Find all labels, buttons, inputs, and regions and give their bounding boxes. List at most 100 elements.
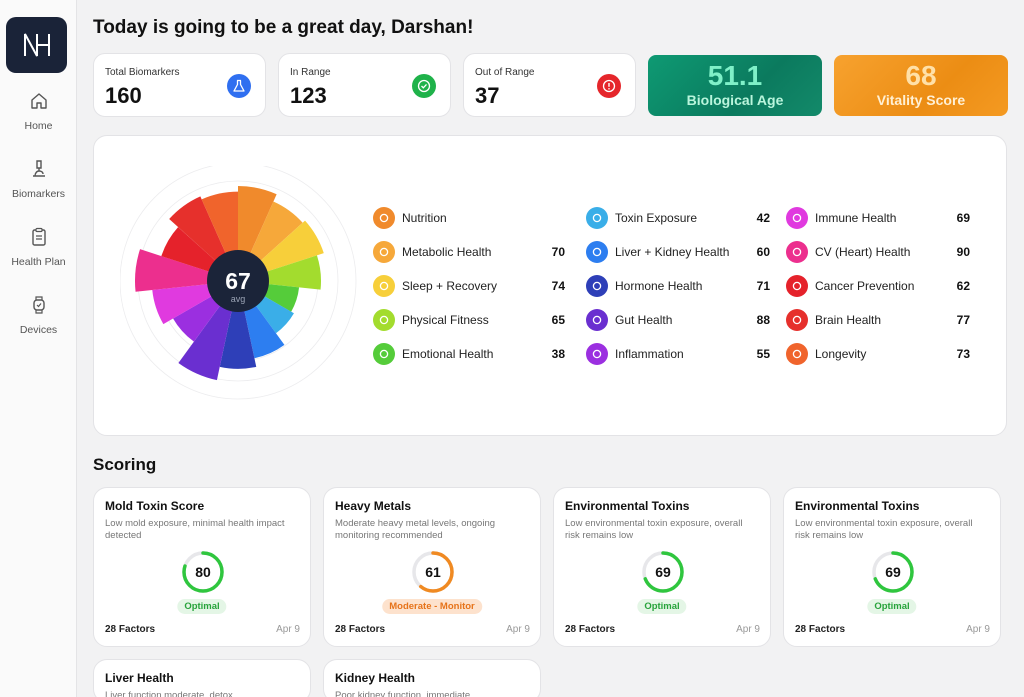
category-value: 60 [756, 245, 770, 259]
stat-card-total-biomarkers[interactable]: Total Biomarkers 160 [93, 53, 266, 117]
score-date: Apr 9 [276, 624, 300, 635]
vitality-score-card[interactable]: 68 Vitality Score [834, 55, 1008, 116]
category-item[interactable]: Gut Health 88 [586, 309, 770, 331]
category-item[interactable]: Immune Health 69 [786, 207, 970, 229]
category-item[interactable]: CV (Heart) Health 90 [786, 241, 970, 263]
category-name: Immune Health [815, 211, 897, 225]
watch-icon [28, 294, 50, 316]
category-value: 42 [756, 211, 770, 225]
score-card[interactable]: Kidney Health Poor kidney function, immed… [323, 659, 541, 697]
category-name: Emotional Health [402, 347, 494, 361]
category-item[interactable]: Sleep + Recovery 74 [373, 275, 565, 297]
biological-age-value: 51.1 [707, 60, 763, 91]
ribbon-icon [786, 275, 808, 297]
score-card[interactable]: Environmental Toxins Low environmental to… [553, 487, 771, 647]
category-value: 88 [756, 313, 770, 327]
category-item[interactable]: Hormone Health 71 [586, 275, 770, 297]
flask-icon [227, 74, 251, 98]
brain-icon [786, 309, 808, 331]
sidebar-item-biomarkers[interactable]: Biomarkers [0, 158, 77, 200]
category-value: 74 [551, 279, 565, 293]
score-ring: 69 [641, 550, 685, 594]
category-value: 38 [551, 347, 565, 361]
sidebar-item-label: Devices [19, 324, 58, 336]
score-card-title: Liver Health [105, 671, 174, 685]
category-item[interactable]: Longevity 73 [786, 343, 970, 365]
score-card[interactable]: Heavy Metals Moderate heavy metal levels,… [323, 487, 541, 647]
stat-value: 160 [105, 83, 142, 108]
category-name: Longevity [815, 347, 867, 361]
score-card-description: Low environmental toxin exposure, overal… [795, 518, 973, 541]
category-name: Metabolic Health [402, 245, 492, 259]
cube-icon [373, 207, 395, 229]
sidebar-item-label: Home [24, 120, 53, 132]
dna-icon [373, 241, 395, 263]
score-value: 61 [425, 564, 441, 580]
score-value: 80 [195, 564, 211, 580]
biological-age-label: Biological Age [686, 92, 784, 108]
sidebar: Home Biomarkers Health Plan Devices [0, 0, 77, 697]
score-card-title: Heavy Metals [335, 499, 412, 513]
alert-icon [597, 74, 621, 98]
score-card-description: Moderate heavy metal levels, ongoing mon… [335, 518, 496, 541]
stat-value: 123 [290, 83, 327, 108]
category-value: 70 [551, 245, 565, 259]
scoring-title: Scoring [93, 455, 157, 474]
score-date: Apr 9 [506, 624, 530, 635]
radial-wedge[interactable] [219, 281, 257, 369]
radial-center-value: 67 [225, 268, 251, 294]
score-factors: 28 Factors [565, 624, 616, 635]
category-name: Liver + Kidney Health [615, 245, 730, 259]
score-card-title: Kidney Health [335, 671, 416, 685]
score-card[interactable]: Mold Toxin Score Low mold exposure, minim… [93, 487, 311, 647]
score-card-description: Low mold exposure, minimal health impact… [105, 518, 285, 541]
status-badge: Moderate - Monitor [382, 599, 482, 614]
category-value: 77 [956, 313, 970, 327]
category-value: 71 [756, 279, 770, 293]
score-card-description: Poor kidney function, immediate [335, 690, 471, 697]
heart-pulse-icon [586, 275, 608, 297]
category-item[interactable]: Brain Health 77 [786, 309, 970, 331]
category-item[interactable]: Metabolic Health 70 [373, 241, 565, 263]
sidebar-item-label: Biomarkers [11, 188, 66, 200]
status-badge: Optimal [177, 599, 227, 614]
sidebar-item-home[interactable]: Home [0, 90, 77, 132]
category-name: CV (Heart) Health [815, 245, 911, 259]
category-name: Brain Health [815, 313, 882, 327]
category-name: Hormone Health [615, 279, 703, 293]
score-card[interactable]: Liver Health Liver function moderate, det… [93, 659, 311, 697]
category-item[interactable]: Emotional Health 38 [373, 343, 565, 365]
sidebar-item-health-plan[interactable]: Health Plan [0, 226, 77, 268]
category-value: 90 [956, 245, 970, 259]
score-card[interactable]: Environmental Toxins Low environmental to… [783, 487, 1001, 647]
check-circle-icon [412, 74, 436, 98]
category-item[interactable]: Nutrition [373, 207, 565, 229]
score-date: Apr 9 [966, 624, 990, 635]
microscope-icon [28, 158, 50, 180]
smile-icon [373, 343, 395, 365]
category-item[interactable]: Liver + Kidney Health 60 [586, 241, 770, 263]
category-value: 73 [956, 347, 970, 361]
sidebar-item-devices[interactable]: Devices [0, 294, 77, 336]
score-value: 69 [885, 564, 901, 580]
vitality-score-value: 68 [905, 60, 937, 91]
radial-center-label: avg [231, 294, 246, 304]
category-value: 65 [551, 313, 565, 327]
biological-age-card[interactable]: 51.1 Biological Age [648, 55, 822, 116]
score-factors: 28 Factors [105, 624, 156, 635]
category-item[interactable]: Physical Fitness 65 [373, 309, 565, 331]
moon-icon [373, 275, 395, 297]
filter-icon [586, 241, 608, 263]
category-name: Nutrition [402, 211, 447, 225]
stat-card-out-of-range[interactable]: Out of Range 37 [463, 53, 636, 117]
stat-card-in-range[interactable]: In Range 123 [278, 53, 451, 117]
brand-logo[interactable] [6, 17, 67, 73]
category-name: Toxin Exposure [615, 211, 698, 225]
score-factors: 28 Factors [335, 624, 386, 635]
category-value: 62 [956, 279, 970, 293]
runner-icon [373, 309, 395, 331]
vitality-score-label: Vitality Score [876, 92, 966, 108]
category-item[interactable]: Cancer Prevention 62 [786, 275, 970, 297]
category-item[interactable]: Inflammation 55 [586, 343, 770, 365]
category-item[interactable]: Toxin Exposure 42 [586, 207, 770, 229]
